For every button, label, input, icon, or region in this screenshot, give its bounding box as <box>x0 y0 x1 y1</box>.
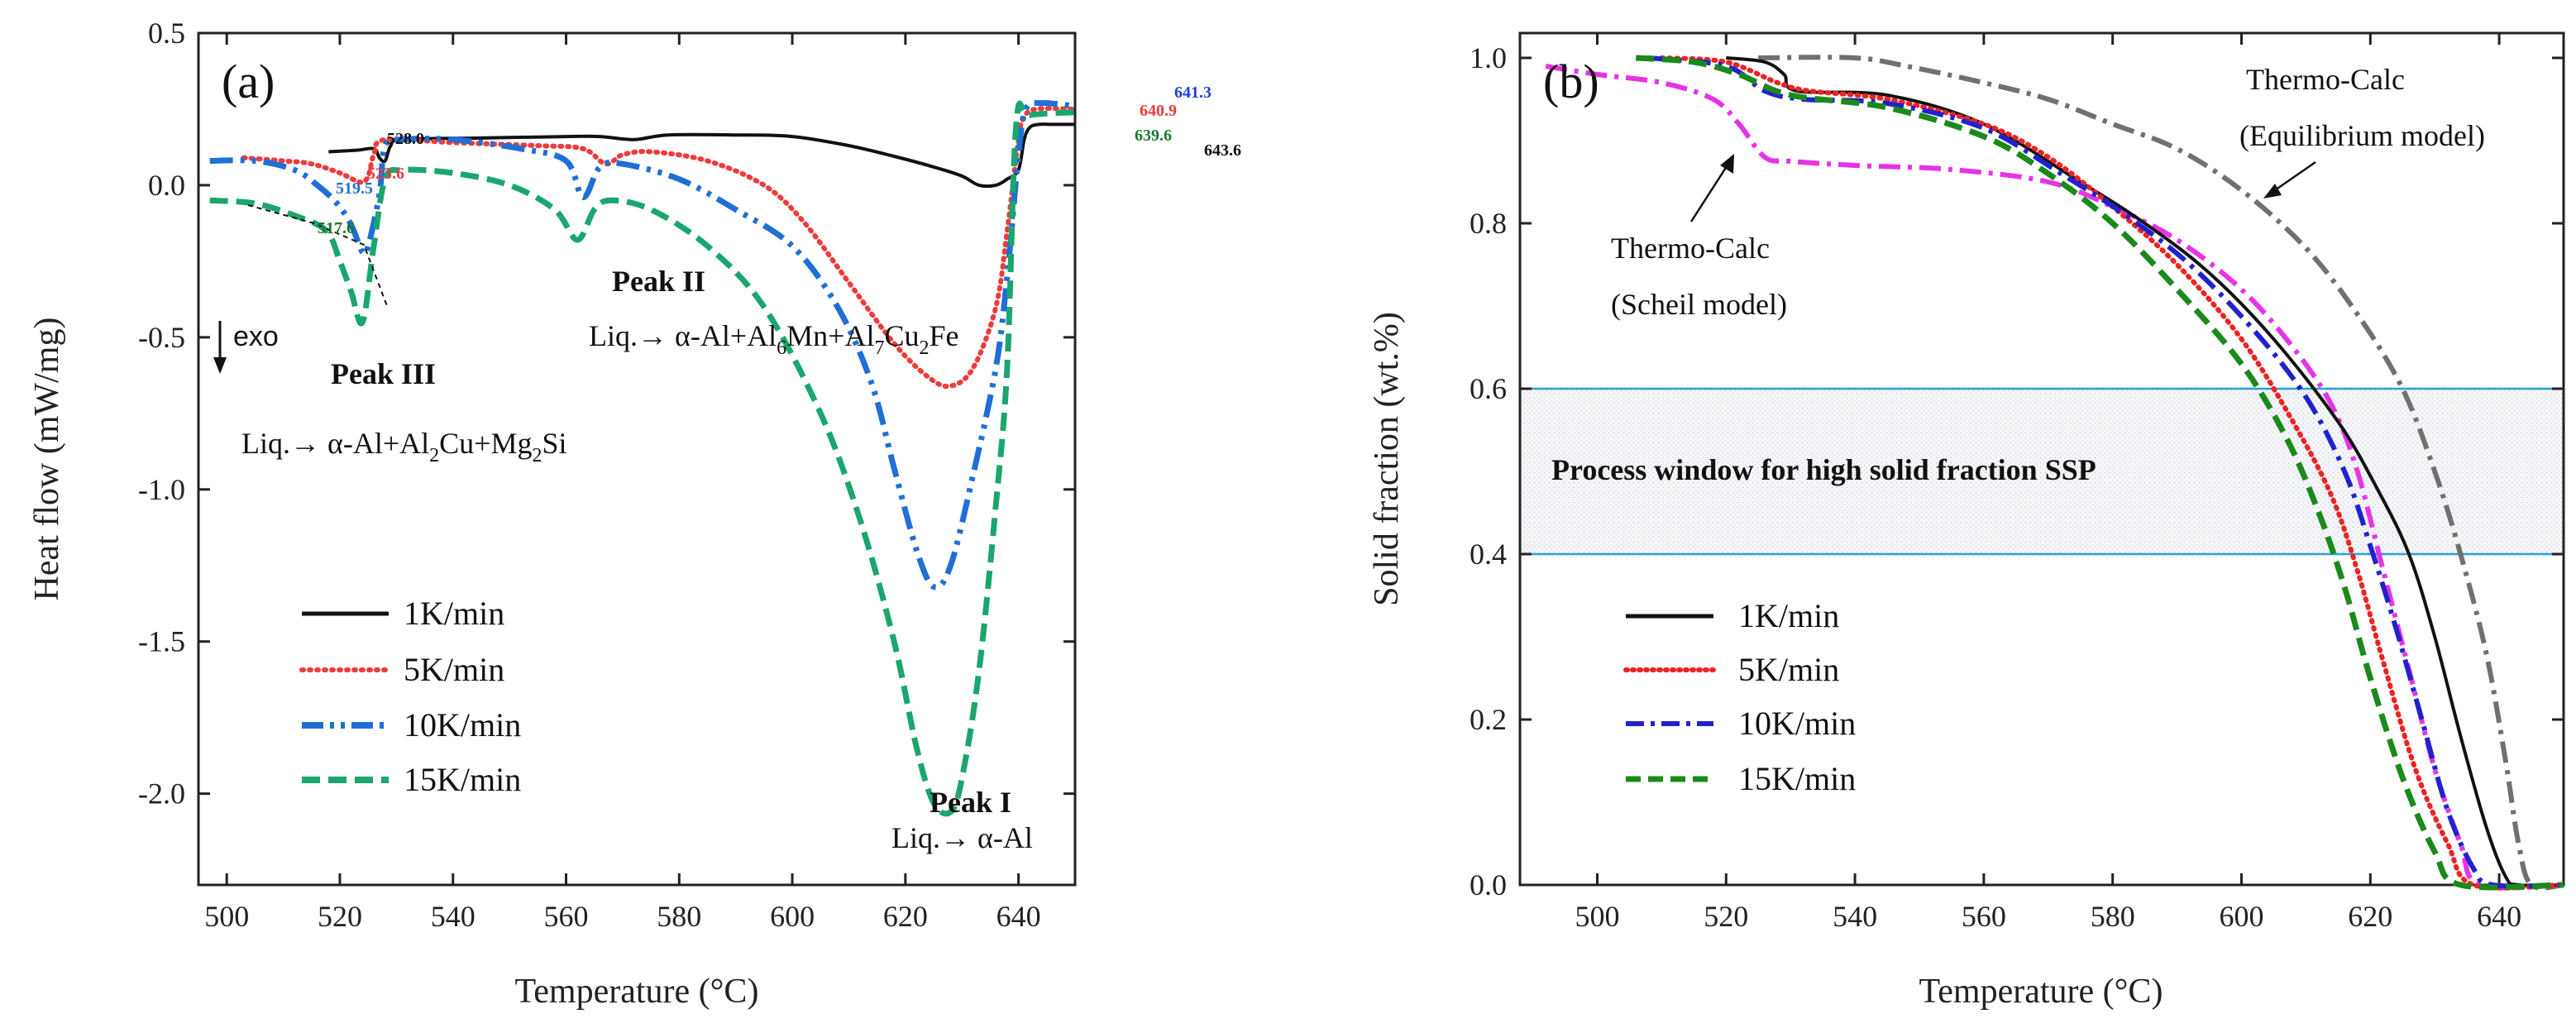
scheil-annotation-line1: Thermo-Calc <box>1611 232 1770 265</box>
panel-a-label: (a) <box>222 55 275 108</box>
panel-b-ytick-label-5: 1.0 <box>1470 41 1507 74</box>
peak-i-reaction: Liq.→ α-Al <box>891 821 1033 854</box>
panel-b-xtick-label-640: 640 <box>2477 900 2521 933</box>
peak-iii-label: Peak III <box>331 357 436 390</box>
panel-a-xtick-label-640: 640 <box>996 900 1041 933</box>
legend-b-label-1k: 1K/min <box>1738 597 1839 634</box>
panel-a-xtick-label-620: 620 <box>883 900 928 933</box>
panel-a-ticks: 500 520 540 560 580 600 620 640 0.5 0.0 -0.5 -1.0 -1… <box>138 17 1075 933</box>
peak-label-10k-641: 641.3 <box>1174 84 1212 102</box>
panel-b-xtick-label-580: 580 <box>2091 900 2135 933</box>
process-window-band <box>1520 389 2564 554</box>
panel-b-ytick-label-3: 0.6 <box>1470 372 1507 405</box>
panel-a-x-axis-title: Temperature (°C) <box>515 973 759 1011</box>
panel-a-frame <box>197 31 1077 887</box>
peak-label-15k-639: 639.6 <box>1135 127 1172 145</box>
panel-b-ticks: 500 520 540 560 580 600 620 640 0.0 0.2 0.4 0.6 0.8 1… <box>1470 33 2564 933</box>
panel-b-series-15k-min <box>1635 55 2564 891</box>
scheil-arrow-icon <box>1689 154 1734 222</box>
panel-a-series-5k-min <box>241 106 1078 390</box>
peak-iii-tangent-line <box>247 204 388 307</box>
legend-a-label-1k: 1K/min <box>404 595 504 632</box>
panel-a-xtick-label-540: 540 <box>431 900 476 933</box>
legend-a-label-5k: 5K/min <box>404 651 504 688</box>
panel-b-xtick-label-560: 560 <box>1962 900 2006 933</box>
equilibrium-arrow-icon <box>2263 160 2316 198</box>
legend-a-label-10k: 10K/min <box>404 706 521 744</box>
panel-a-series-1k-min <box>328 122 1075 189</box>
panel-a-series-10k-min <box>209 99 1076 591</box>
scheil-annotation-line2: (Scheil model) <box>1611 288 1787 321</box>
panel-b-series-thermo-calc-scheil-model <box>1545 64 2564 891</box>
panel-a-xtick-label-600: 600 <box>770 900 815 933</box>
panel-b-frame <box>1518 31 2565 887</box>
panel-a-y-axis-title: Heat flow (mW/mg) <box>28 318 66 601</box>
peak-label-5k-523: 523.6 <box>367 165 404 183</box>
panel-a: 500 520 540 560 580 600 620 640 0.5 0.0 -0.5 -1.0 -1… <box>28 17 1241 1011</box>
panel-a-ytick-label-4: -1.5 <box>138 625 185 658</box>
panel-a-ytick-label-2: -0.5 <box>138 321 185 354</box>
panel-b-ytick-label-1: 0.2 <box>1470 703 1507 736</box>
panel-b-label: (b) <box>1543 55 1599 108</box>
panel-b-y-axis-title: Solid fraction (wt.%) <box>1368 312 1406 606</box>
peak-ii-label: Peak II <box>612 265 705 298</box>
peak-label-5k-640: 640.9 <box>1140 102 1177 120</box>
peak-i-reaction-text: Liq.→ α-Al <box>891 821 1033 854</box>
panel-b-series <box>1545 55 2566 891</box>
peak-label-1k-528: 528.0 <box>387 130 424 148</box>
panel-b-series-5k-min <box>1659 55 2566 891</box>
panel-a-xtick-label-500: 500 <box>204 900 249 933</box>
panel-b-x-axis-title: Temperature (°C) <box>1919 973 2163 1011</box>
panel-a-xtick-label-580: 580 <box>657 900 701 933</box>
panel-a-legend: 1K/min 5K/min 10K/min 15K/min <box>299 595 521 798</box>
exo-arrow-icon <box>213 321 227 374</box>
panel-b-series-10k-min <box>1648 55 2564 889</box>
peak-i-label: Peak I <box>930 786 1011 819</box>
exo-label: exo <box>233 321 279 352</box>
legend-b-label-5k: 5K/min <box>1738 651 1839 688</box>
panel-b-xtick-label-600: 600 <box>2219 900 2263 933</box>
peak-label-15k-517: 517.6 <box>318 219 355 237</box>
panel-a-ytick-label-0: 0.5 <box>148 17 185 50</box>
process-window-label: Process window for high solid fraction S… <box>1551 453 2096 486</box>
panel-b-ytick-label-0: 0.0 <box>1470 868 1507 901</box>
panel-a-series-15k-min <box>209 100 1076 817</box>
panel-b-xtick-label-620: 620 <box>2348 900 2392 933</box>
panel-b-ytick-label-2: 0.4 <box>1470 538 1507 571</box>
panel-a-series <box>209 99 1078 817</box>
equilibrium-annotation-line2: (Equilibrium model) <box>2239 119 2485 152</box>
panel-a-ytick-label-5: -2.0 <box>138 777 185 810</box>
panel-a-xtick-label-520: 520 <box>318 900 362 933</box>
panel-b-xtick-label-540: 540 <box>1833 900 1877 933</box>
panel-b-ytick-label-4: 0.8 <box>1470 207 1507 240</box>
legend-b-label-15k: 15K/min <box>1738 760 1856 797</box>
peak-label-10k-519: 519.5 <box>336 179 373 198</box>
legend-b-label-10k: 10K/min <box>1738 705 1856 742</box>
peak-label-1k-643: 643.6 <box>1204 141 1241 160</box>
panel-b: Process window for high solid fraction S… <box>1368 31 2566 1011</box>
peak-iii-reaction: Liq.→ α-Al+Al2Cu+Mg2Si <box>241 427 567 466</box>
panel-b-series-thermo-calc-equilibrium-model <box>1758 55 2564 891</box>
legend-a-label-15k: 15K/min <box>404 761 521 798</box>
panel-b-xtick-label-520: 520 <box>1704 900 1748 933</box>
panel-a-ytick-label-3: -1.0 <box>138 473 185 506</box>
panel-b-xtick-label-500: 500 <box>1575 900 1619 933</box>
equilibrium-annotation-line1: Thermo-Calc <box>2246 63 2405 96</box>
panel-b-legend: 1K/min 5K/min 10K/min 15K/min <box>1623 597 1856 797</box>
panel-a-ytick-label-1: 0.0 <box>148 169 185 202</box>
panel-a-xtick-label-560: 560 <box>544 900 589 933</box>
